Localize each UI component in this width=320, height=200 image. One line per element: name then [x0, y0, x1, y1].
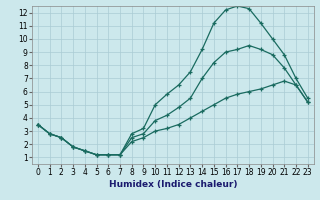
X-axis label: Humidex (Indice chaleur): Humidex (Indice chaleur) [108, 180, 237, 189]
